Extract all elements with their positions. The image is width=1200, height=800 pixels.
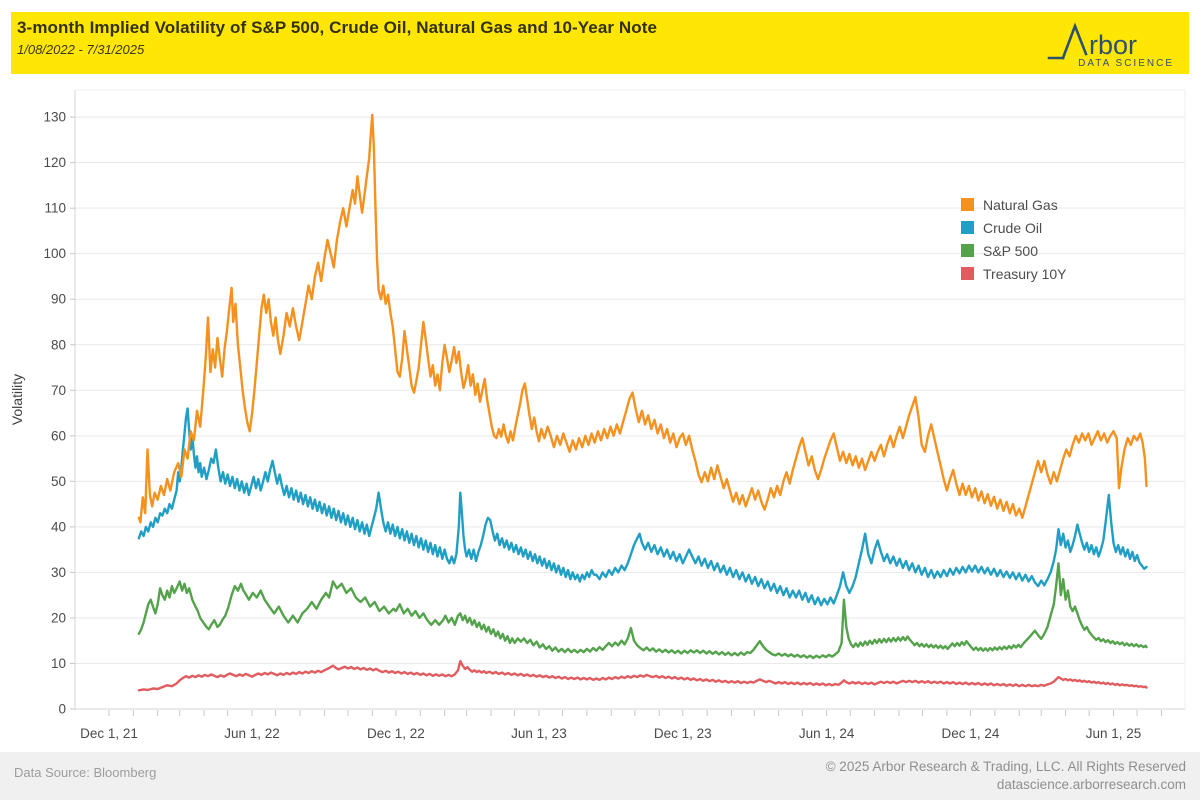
chart-title: 3-month Implied Volatility of S&P 500, C…: [17, 18, 658, 37]
arbor-logo-icon: rbor DATA SCIENCE: [1047, 22, 1174, 68]
y-tick-label: 40: [51, 519, 66, 534]
legend-swatch-icon: [961, 221, 974, 234]
legend-label: Crude Oil: [983, 219, 1043, 236]
y-tick-label: 70: [51, 383, 66, 398]
legend-label: Natural Gas: [983, 196, 1058, 213]
x-tick-label: Jun 1, 25: [1086, 726, 1142, 741]
legend-label: S&P 500: [983, 242, 1039, 259]
y-tick-label: 10: [51, 656, 66, 671]
y-tick-label: 20: [51, 610, 66, 625]
x-tick-label: Jun 1, 22: [224, 726, 280, 741]
legend-item-natural-gas[interactable]: Natural Gas: [961, 193, 1067, 216]
footer-bar: Data Source: Bloomberg © 2025 Arbor Rese…: [0, 752, 1200, 800]
y-tick-label: 0: [58, 702, 66, 717]
chart-date-range: 1/08/2022 - 7/31/2025: [17, 42, 145, 57]
y-tick-label: 90: [51, 292, 66, 307]
y-tick-label: 80: [51, 337, 66, 352]
logo-peak-icon: [1061, 22, 1088, 60]
y-tick-label: 60: [51, 428, 66, 443]
legend-swatch-icon: [961, 267, 974, 280]
series-line-natural-gas: [137, 113, 1148, 524]
legend-swatch-icon: [961, 244, 974, 257]
website-link[interactable]: datascience.arborresearch.com: [996, 777, 1186, 792]
y-tick-label: 110: [44, 201, 66, 216]
x-tick-label: Jun 1, 23: [511, 726, 567, 741]
y-tick-label: 120: [43, 155, 66, 170]
legend-label: Treasury 10Y: [983, 265, 1067, 282]
y-tick-label: 50: [51, 474, 66, 489]
y-tick-label: 30: [51, 565, 66, 580]
legend: Natural Gas Crude Oil S&P 500 Treasury 10Y: [961, 193, 1067, 285]
y-tick-label: 130: [43, 110, 66, 125]
data-source-label: Data Source: Bloomberg: [14, 765, 157, 780]
legend-item-s-p-500[interactable]: S&P 500: [961, 239, 1067, 262]
header-banner: 3-month Implied Volatility of S&P 500, C…: [11, 12, 1189, 74]
x-tick-label: Dec 1, 24: [942, 726, 1000, 741]
logo-wordmark: rbor: [1089, 30, 1137, 60]
x-tick-label: Jun 1, 24: [799, 726, 855, 741]
legend-item-crude-oil[interactable]: Crude Oil: [961, 216, 1067, 239]
x-tick-label: Dec 1, 21: [80, 726, 138, 741]
series-line-treasury-10y: [137, 660, 1148, 692]
copyright-text: © 2025 Arbor Research & Trading, LLC. Al…: [825, 759, 1186, 774]
logo-tagline: DATA SCIENCE: [1078, 58, 1174, 68]
y-axis-title: Volatility: [9, 374, 25, 425]
x-tick-label: Dec 1, 23: [654, 726, 712, 741]
series-line-crude-oil: [137, 407, 1148, 607]
y-tick-label: 100: [43, 246, 66, 261]
legend-item-treasury-10y[interactable]: Treasury 10Y: [961, 262, 1067, 285]
legend-swatch-icon: [961, 198, 974, 211]
x-tick-label: Dec 1, 22: [367, 726, 425, 741]
series-line-s-p-500: [137, 562, 1148, 660]
